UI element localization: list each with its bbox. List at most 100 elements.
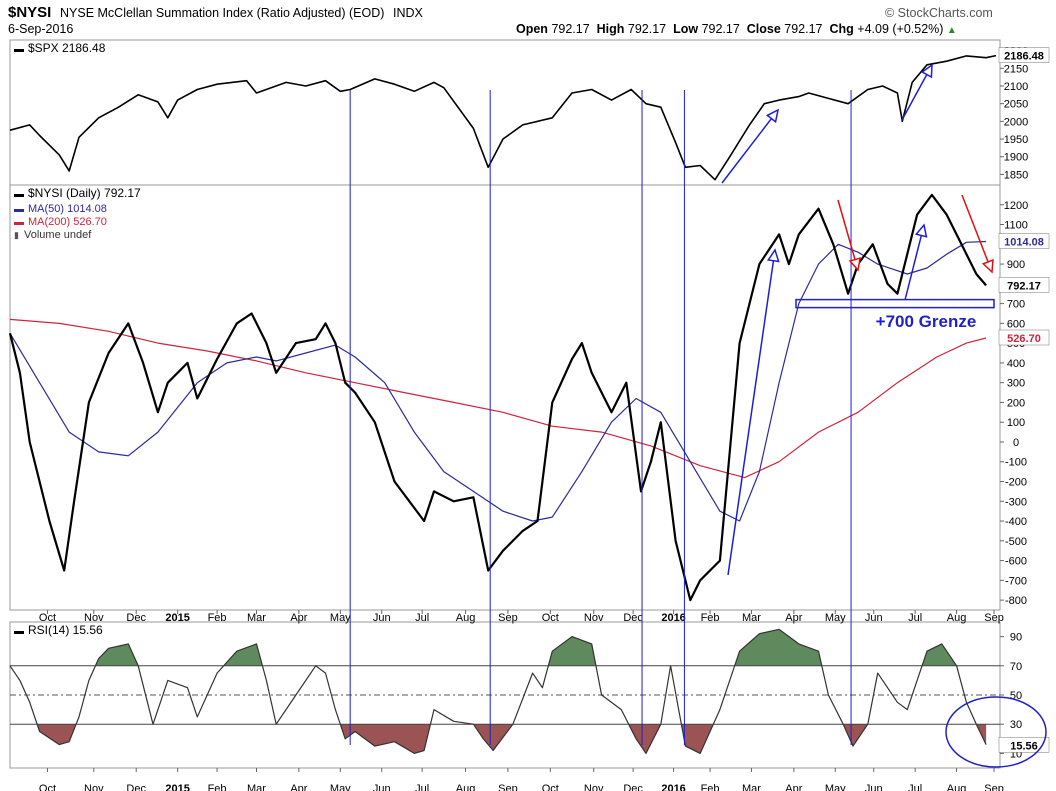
spx-up-arrow-1: [721, 109, 779, 184]
x-tick-label: Apr: [290, 612, 307, 624]
x-tick-label: Jul: [908, 783, 922, 791]
ma200-legend-swatch: ▬: [14, 217, 24, 228]
open-label: Open: [516, 22, 548, 36]
rsi-last-value-box: [998, 737, 1050, 753]
high-value: 792.17: [627, 22, 667, 36]
x-tick-label: 2015: [165, 783, 189, 791]
y-tick-label: 1900: [1004, 152, 1028, 164]
nysi-down-arrow-1: [837, 199, 859, 271]
open-value: 792.17: [551, 22, 590, 36]
x-tick-label: Nov: [84, 783, 104, 791]
date-label: 6-Sep-2016: [8, 22, 74, 36]
y-tick-label: -200: [1005, 477, 1027, 489]
ma50-last-value: 1014.08: [1004, 237, 1044, 249]
brand-label[interactable]: © StockCharts.com: [885, 6, 993, 20]
x-tick-label: Feb: [208, 612, 227, 624]
x-tick-label: Sep: [498, 783, 518, 791]
x-tick-label: Mar: [247, 612, 266, 624]
y-tick-label: -700: [1005, 575, 1027, 587]
x-tick-label: May: [825, 612, 846, 624]
x-tick-label: May: [330, 783, 351, 791]
y-tick-label: 200: [1007, 397, 1025, 409]
y-tick-label: 2150: [1004, 63, 1028, 75]
spx-up-arrow-2-head: [920, 63, 933, 79]
x-tick-label: 2016: [661, 612, 685, 624]
nysi-up-arrow-1: [727, 249, 776, 576]
spx-legend-swatch: ▬: [14, 44, 24, 55]
y-tick-label: 400: [1007, 358, 1025, 370]
chg-value: +4.09 (+0.52%): [857, 22, 944, 36]
x-tick-label: Dec: [623, 783, 643, 791]
nysi-up-arrow-2: [904, 224, 925, 301]
y-tick-label: -300: [1005, 496, 1027, 508]
x-tick-label: May: [825, 783, 846, 791]
low-value: 792.17: [701, 22, 740, 36]
y-tick-label: -600: [1005, 556, 1027, 568]
nysi-down-arrow-2-head: [981, 258, 994, 274]
x-tick-label: Feb: [208, 783, 227, 791]
volume-legend-text: Volume undef: [24, 229, 92, 241]
x-tick-label: Mar: [247, 783, 266, 791]
spx-legend-text: $SPX 2186.48: [28, 41, 106, 55]
ma200-last-value-box: [998, 329, 1050, 346]
x-tick-label: Aug: [947, 612, 967, 624]
y-tick-label: 900: [1007, 259, 1025, 271]
rsi-oversold-area: [37, 724, 987, 754]
x-tick-label: Jul: [908, 612, 922, 624]
spx-last-value-box: [998, 47, 1050, 63]
close-value: 792.17: [784, 22, 823, 36]
nysi-up-arrow-2-head: [914, 223, 928, 238]
y-tick-label: 600: [1007, 318, 1025, 330]
symbol: $NYSI: [8, 4, 52, 21]
y-tick-label: 2050: [1004, 99, 1028, 111]
nysi-line: [8, 193, 987, 602]
ma50-line: [9, 240, 987, 522]
y-tick-label: -100: [1005, 457, 1027, 469]
nysi-legend-text: $NYSI (Daily) 792.17: [28, 186, 141, 200]
rsi-overbought-area: [95, 629, 957, 666]
exchange-tag: INDX: [393, 6, 423, 20]
x-tick-label: Apr: [290, 783, 307, 791]
x-tick-label: Dec: [623, 612, 643, 624]
x-tick-label: Feb: [701, 612, 720, 624]
x-tick-label: Aug: [947, 783, 967, 791]
y-tick-label: -400: [1005, 516, 1027, 528]
ma200-last-value: 526.70: [1007, 333, 1041, 345]
y-tick-label: 1200: [1004, 200, 1028, 212]
y-tick-label: -500: [1005, 536, 1027, 548]
panel-frame-nysi: [9, 184, 1001, 611]
y-tick-label: 1100: [1004, 220, 1028, 232]
y-tick-label: 30: [1010, 719, 1022, 731]
limit-700-label: +700 Grenze: [876, 312, 977, 331]
x-tick-label: Dec: [126, 783, 146, 791]
x-tick-label: Sep: [498, 612, 518, 624]
rsi-oversold-highlight: [945, 696, 1047, 768]
y-tick-label: 100: [1007, 417, 1025, 429]
x-tick-label: Nov: [584, 612, 604, 624]
chg-label: Chg: [829, 22, 854, 36]
y-tick-label: 700: [1007, 299, 1025, 311]
y-tick-label: 70: [1010, 661, 1022, 673]
ma50-legend-text: MA(50) 1014.08: [28, 203, 107, 215]
x-tick-label: Aug: [456, 783, 476, 791]
x-tick-label: Nov: [84, 612, 104, 624]
spx-last-value: 2186.48: [1004, 51, 1044, 63]
y-tick-label: 0: [1013, 437, 1019, 449]
rsi-last-value: 15.56: [1010, 740, 1038, 752]
x-tick-label: Jun: [865, 783, 883, 791]
rsi-line: [9, 628, 987, 754]
spx-up-arrow-1-head: [765, 108, 780, 124]
low-label: Low: [673, 22, 699, 36]
rsi-legend-text: RSI(14) 15.56: [28, 623, 103, 637]
close-label: Close: [746, 22, 781, 36]
nysi-down-arrow-1-head: [848, 257, 861, 272]
high-label: High: [596, 22, 625, 36]
nysi-legend-swatch: ▬: [14, 189, 24, 200]
x-tick-label: Oct: [39, 612, 56, 624]
x-tick-label: Aug: [456, 612, 476, 624]
x-tick-label: Mar: [742, 612, 761, 624]
limit-700-box: [795, 298, 995, 309]
x-tick-label: Jun: [373, 783, 391, 791]
x-tick-label: Sep: [984, 783, 1004, 791]
